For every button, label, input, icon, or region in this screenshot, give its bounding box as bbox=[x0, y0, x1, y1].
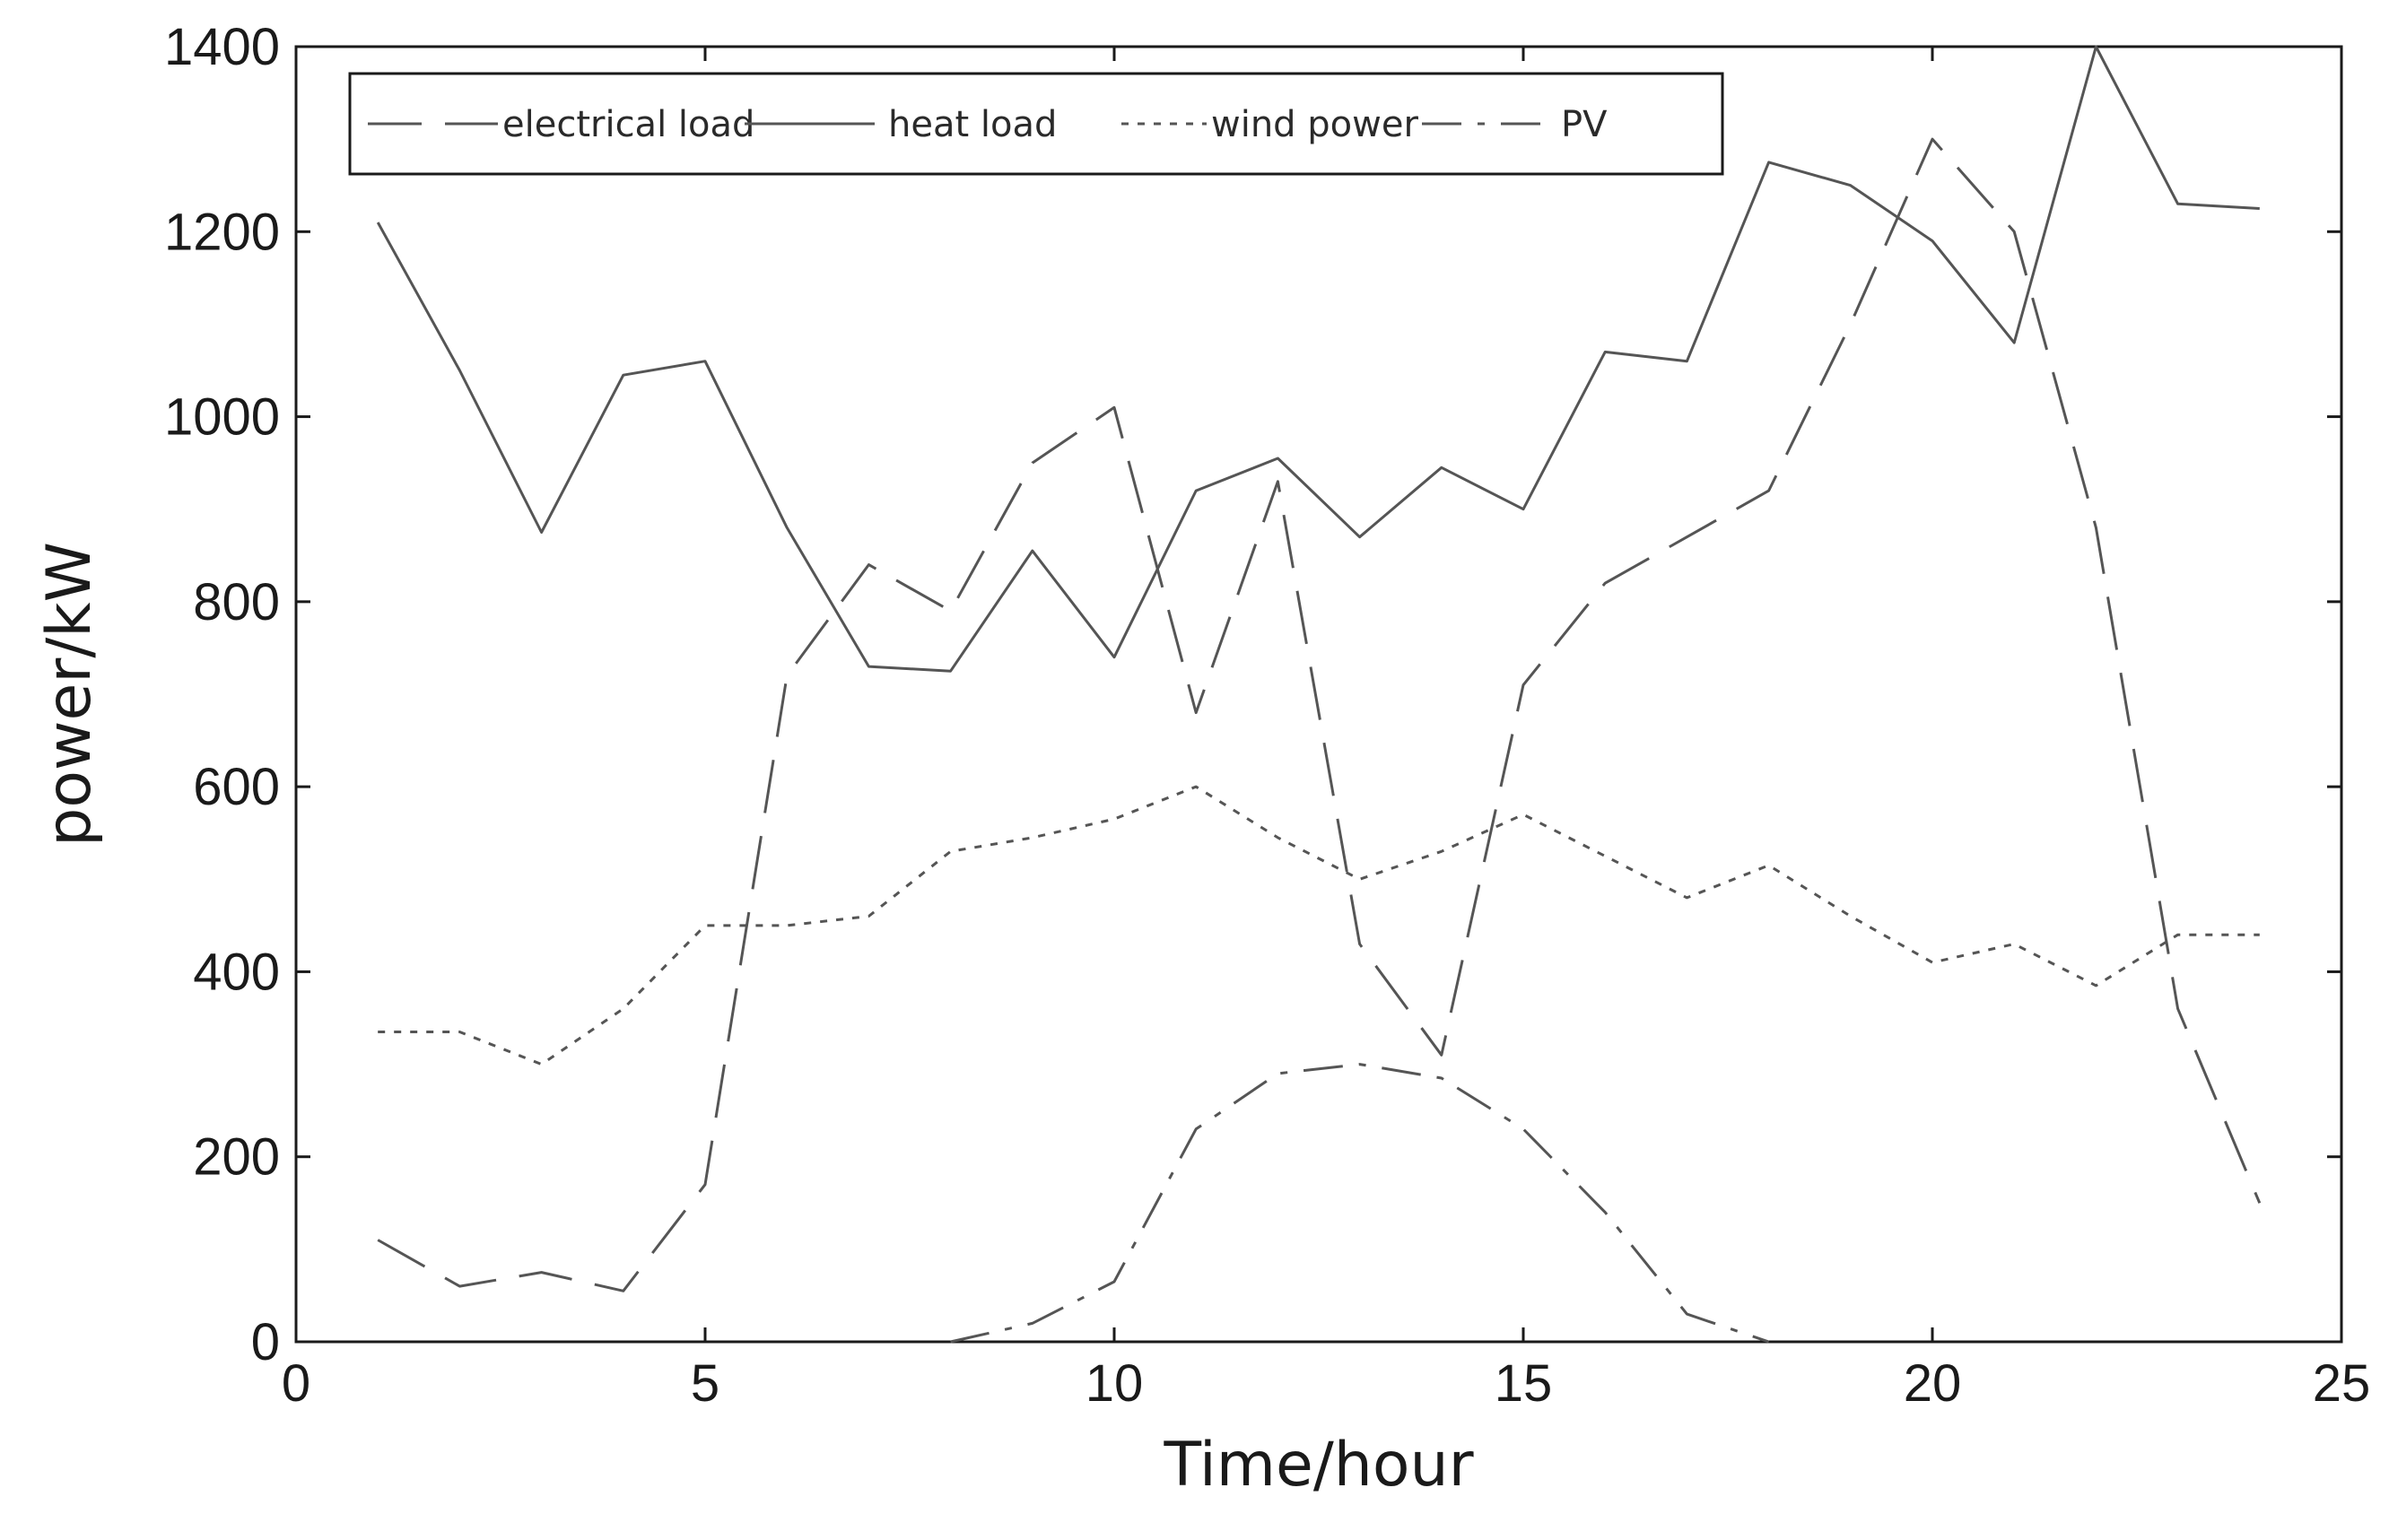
plot-area bbox=[294, 45, 2343, 1344]
series-line-heat-load bbox=[376, 45, 2260, 673]
x-axis-label: Time/hour bbox=[1163, 1430, 1473, 1501]
series-line-wind-power bbox=[378, 785, 2260, 1066]
x-tick-label: 5 bbox=[691, 1354, 719, 1413]
legend-label-pv: PV bbox=[1561, 104, 1608, 145]
y-axis-label: power/kW bbox=[34, 542, 105, 847]
series-line-pv bbox=[950, 1063, 1770, 1344]
y-tick-label: 0 bbox=[251, 1313, 280, 1371]
legend-label-wind-power: wind power bbox=[1211, 104, 1418, 145]
legend-label-electrical-load: electrical load bbox=[502, 104, 754, 145]
x-tick-label: 20 bbox=[1904, 1354, 1962, 1413]
y-tick-label: 1000 bbox=[164, 388, 280, 447]
series-line-electrical-load bbox=[377, 137, 2262, 1292]
y-tick-label: 600 bbox=[193, 758, 280, 816]
legend: electrical load heat load wind power PV bbox=[348, 72, 1724, 176]
y-tick-label: 800 bbox=[193, 573, 280, 631]
y-tick-label: 400 bbox=[193, 943, 280, 1001]
axis-ticks: 0 5 10 15 20 25 0 200 400 600 800 1000 1200 1400 bbox=[164, 18, 2370, 1413]
x-tick-label: 25 bbox=[2313, 1354, 2371, 1413]
y-tick-label: 1200 bbox=[164, 203, 280, 261]
series-lines bbox=[376, 45, 2262, 1344]
x-tick-label: 10 bbox=[1086, 1354, 1144, 1413]
legend-label-heat-load: heat load bbox=[888, 104, 1057, 145]
x-tick-label: 0 bbox=[282, 1354, 310, 1413]
legend-box bbox=[348, 72, 1724, 176]
y-tick-label: 200 bbox=[193, 1128, 280, 1187]
y-tick-label: 1400 bbox=[164, 18, 280, 76]
x-tick-label: 15 bbox=[1495, 1354, 1553, 1413]
